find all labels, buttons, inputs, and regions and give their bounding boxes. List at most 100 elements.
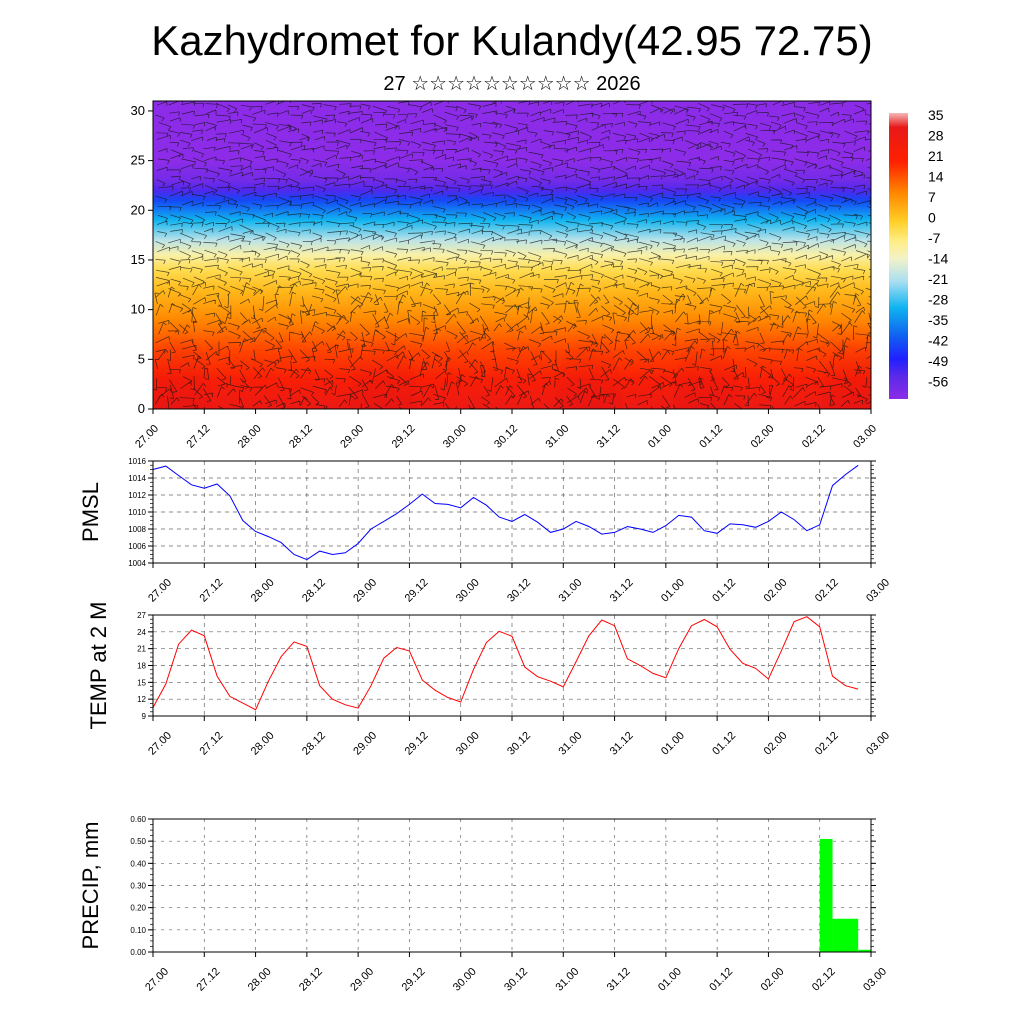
- colorbar-label: -28: [928, 292, 948, 308]
- y-tick-label: 0.50: [130, 837, 146, 846]
- y-tick-label: 30: [131, 103, 145, 118]
- x-tick-label: 02.12: [800, 423, 828, 451]
- x-tick-label: 03.00: [861, 966, 889, 994]
- x-tick-label: 31.12: [595, 423, 623, 451]
- x-tick-label: 29.00: [348, 966, 376, 994]
- y-tick-label: 0.40: [130, 859, 146, 868]
- temp-2m-panel: 9 12 15 18 21 24 27 27.00 27.12 28.00 28.12 29.00 29…: [86, 602, 892, 758]
- x-tick-label: 02.00: [762, 577, 790, 605]
- x-tick-label: 03.00: [864, 730, 892, 758]
- x-tick-label: 01.00: [659, 577, 687, 605]
- y-axis-title: PMSL: [78, 482, 103, 542]
- y-tick-label: 0.60: [130, 815, 146, 824]
- colorbar-label: -35: [928, 312, 948, 328]
- x-tick-label: 27.12: [197, 577, 225, 605]
- x-tick-label: 27.00: [146, 730, 174, 758]
- x-tick-label: 28.12: [300, 577, 328, 605]
- x-tick-label: 31.12: [608, 730, 636, 758]
- y-axis-title: PRECIP, mm: [78, 822, 103, 950]
- y-tick-label: 5: [138, 351, 145, 366]
- x-tick-label: 30.12: [505, 730, 533, 758]
- x-tick-label: 27.00: [146, 577, 174, 605]
- x-tick-label: 31.00: [556, 577, 584, 605]
- colorbar-label: 7: [928, 189, 936, 205]
- x-tick-label: 30.00: [454, 730, 482, 758]
- x-tick-label: 30.12: [502, 966, 530, 994]
- colorbar-label: -56: [928, 374, 948, 390]
- warm-pulse: [349, 329, 418, 409]
- y-tick-label: 27: [137, 611, 146, 620]
- x-tick-label: 27.00: [143, 966, 171, 994]
- x-tick-label: 02.00: [759, 966, 787, 994]
- wind-barbs: [153, 101, 871, 409]
- precip-panel: 0.00 0.10 0.20 0.30 0.40 0.50 0.60 27.00 27.12 28…: [78, 815, 889, 994]
- x-tick-label: 28.00: [236, 423, 264, 451]
- colorbar-label: 0: [928, 210, 936, 226]
- warm-pulses: [153, 101, 871, 409]
- y-tick-label: 18: [137, 662, 146, 671]
- x-tick-label: 31.12: [605, 966, 633, 994]
- x-tick-label: 30.00: [454, 577, 482, 605]
- warm-pulse: [821, 329, 871, 409]
- page-subtitle: 27 ☆☆☆☆☆☆☆☆☆☆ 2026: [383, 73, 641, 95]
- y-tick-label: 1012: [128, 491, 146, 500]
- x-tick-label: 29.00: [351, 577, 379, 605]
- colorbar-label: 35: [928, 107, 944, 123]
- x-tick-label: 29.00: [351, 730, 379, 758]
- x-tick-label: 31.00: [556, 730, 584, 758]
- x-tick-label: 03.00: [851, 423, 879, 451]
- x-tick-label: 29.12: [400, 966, 428, 994]
- x-tick-label: 28.00: [246, 966, 274, 994]
- y-tick-label: 12: [137, 695, 146, 704]
- y-tick-label: 0.20: [130, 904, 146, 913]
- colorbar-ramp: [889, 113, 908, 399]
- y-tick-label: 1010: [128, 508, 146, 517]
- y-tick-label: 0.30: [130, 882, 146, 891]
- colorbar-label: -49: [928, 353, 948, 369]
- pmsl-panel: 1004 1006 1008 1010 1012 1014 1016 27.00 27.12 28…: [78, 457, 892, 605]
- y-tick-label: 0: [138, 401, 145, 416]
- temperature-wind-section: 0 5 10 15 20 25 30 27.00 27.12 28.00 28.12 29.00 29.…: [131, 100, 879, 451]
- x-tick-label: 31.00: [553, 966, 581, 994]
- y-tick-label: 1008: [128, 525, 146, 534]
- x-tick-label: 02.12: [813, 730, 841, 758]
- y-tick-label: 15: [137, 678, 146, 687]
- x-tick-label: 02.00: [762, 730, 790, 758]
- x-tick-label: 02.12: [810, 966, 838, 994]
- precip-bar: [858, 949, 871, 952]
- y-axis-title: TEMP at 2 M: [86, 602, 111, 730]
- x-tick-label: 01.12: [710, 577, 738, 605]
- colorbar-label: 28: [928, 128, 944, 144]
- x-tick-label: 28.12: [300, 730, 328, 758]
- colorbar-legend: 35 28 21 14 7 0 -7 -14 -21 -28 -35 -42 -49 -56: [889, 107, 948, 399]
- y-tick-label: 24: [137, 628, 146, 637]
- warm-pulse: [153, 329, 213, 409]
- series-line: [152, 464, 859, 561]
- x-tick-label: 01.12: [707, 966, 735, 994]
- warm-pulse: [554, 329, 623, 409]
- x-tick-label: 29.12: [403, 577, 431, 605]
- x-tick-label: 01.12: [697, 423, 725, 451]
- colorbar-label: -21: [928, 271, 948, 287]
- x-tick-label: 31.00: [543, 423, 571, 451]
- y-tick-label: 0.00: [130, 948, 146, 957]
- y-tick-label: 1014: [128, 474, 146, 483]
- x-tick-label: 01.00: [656, 966, 684, 994]
- x-tick-label: 27.12: [197, 730, 225, 758]
- y-tick-label: 20: [131, 202, 145, 217]
- precip-bar: [832, 918, 859, 952]
- y-tick-label: 25: [131, 153, 145, 168]
- precip-bar: [819, 838, 833, 952]
- y-tick-label: 1006: [128, 542, 146, 551]
- colorbar-label: -42: [928, 333, 948, 349]
- y-tick-label: 0.10: [130, 926, 146, 935]
- x-tick-label: 30.12: [492, 423, 520, 451]
- y-tick-label: 15: [131, 252, 145, 267]
- x-tick-label: 30.00: [451, 966, 479, 994]
- colorbar-label: -14: [928, 251, 948, 267]
- x-tick-label: 30.12: [505, 577, 533, 605]
- x-tick-label: 27.12: [184, 423, 212, 451]
- series-line: [152, 616, 859, 711]
- x-tick-label: 01.12: [710, 730, 738, 758]
